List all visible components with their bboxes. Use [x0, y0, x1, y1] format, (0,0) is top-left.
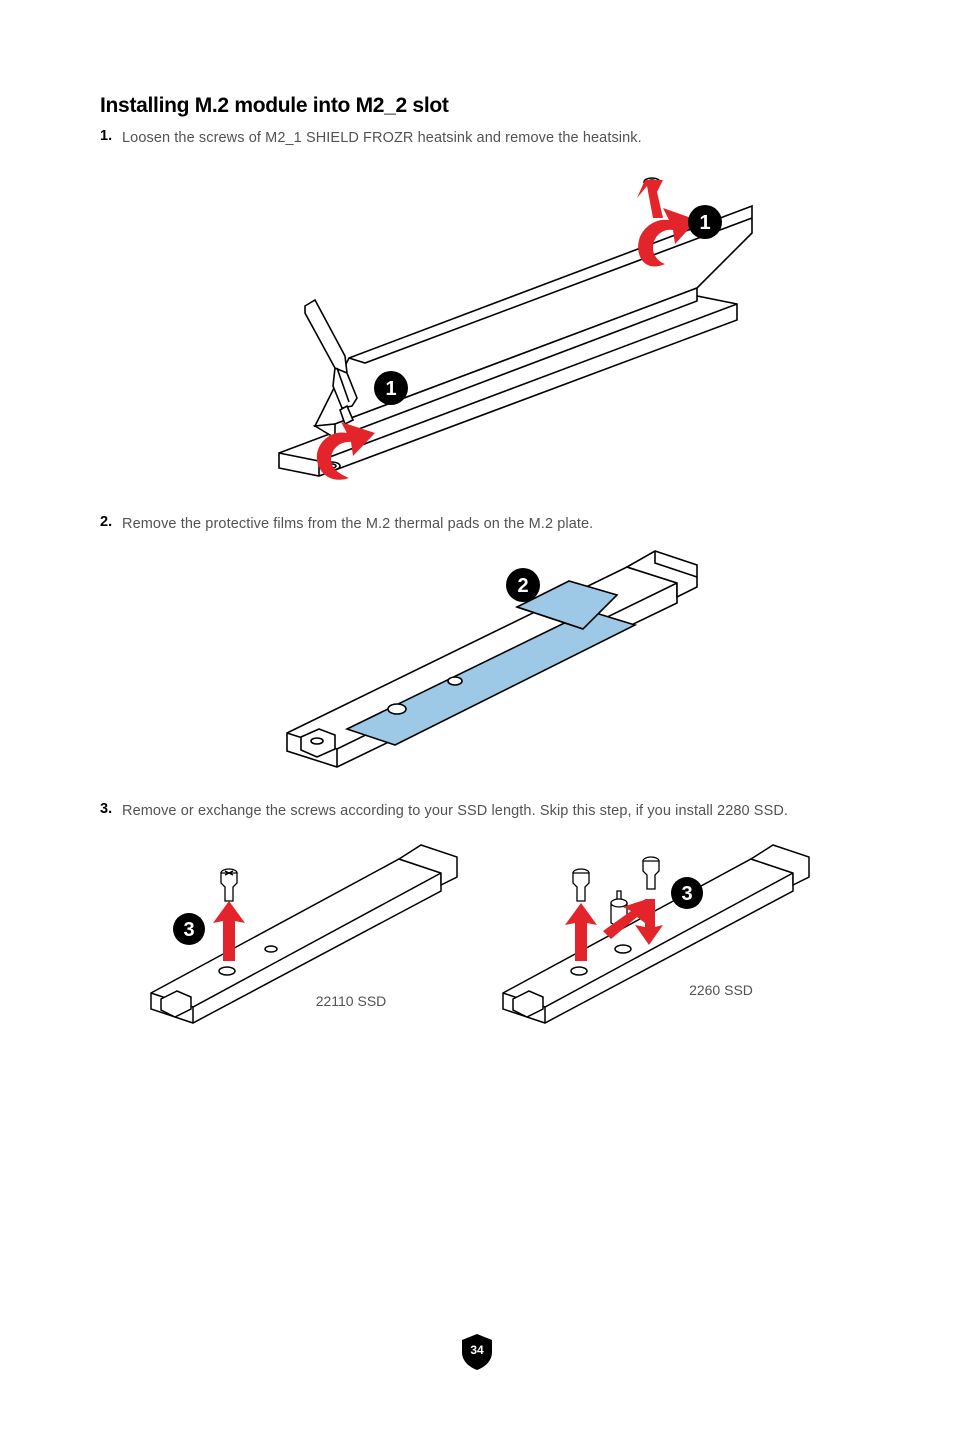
- ssd-2260-diagram: 3 2260 SSD: [483, 831, 823, 1061]
- step-2-text: Remove the protective films from the M.2…: [122, 514, 593, 534]
- step-3-number: 3.: [100, 801, 122, 821]
- callout-badge-2-text: 2: [517, 575, 528, 597]
- step-1: 1. Loosen the screws of M2_1 SHIELD FROZ…: [100, 128, 854, 148]
- section-heading: Installing M.2 module into M2_2 slot: [100, 94, 854, 118]
- heatsink-removal-diagram: 1 1: [197, 158, 757, 488]
- step-1-number: 1.: [100, 128, 122, 148]
- page-number-badge: 34: [459, 1332, 495, 1372]
- step-3-text: Remove or exchange the screws according …: [122, 801, 788, 821]
- step-3: 3. Remove or exchange the screws accordi…: [100, 801, 854, 821]
- step-2-number: 2.: [100, 514, 122, 534]
- screw-install-icon: [643, 857, 659, 889]
- callout-badge-3a-text: 3: [183, 919, 194, 941]
- page-number: 34: [470, 1343, 484, 1357]
- ssd-2260-label: 2260 SSD: [689, 982, 753, 998]
- callout-badge-1a-text: 1: [699, 212, 710, 234]
- thermal-pad-diagram: 2: [247, 545, 707, 775]
- step-1-text: Loosen the screws of M2_1 SHIELD FROZR h…: [122, 128, 642, 148]
- callout-badge-1b-text: 1: [385, 378, 396, 400]
- step-2: 2. Remove the protective films from the …: [100, 514, 854, 534]
- ssd-22110-label: 22110 SSD: [316, 993, 387, 1009]
- callout-badge-3b-text: 3: [681, 883, 692, 905]
- screw-remove-icon: [573, 869, 589, 901]
- figure-1: 1 1: [100, 158, 854, 488]
- screw-icon: [221, 869, 237, 901]
- figure-2: 2: [100, 545, 854, 775]
- ssd-22110-diagram: 3 22110 SSD: [131, 831, 471, 1061]
- figure-3: 3 22110 SSD: [100, 831, 854, 1061]
